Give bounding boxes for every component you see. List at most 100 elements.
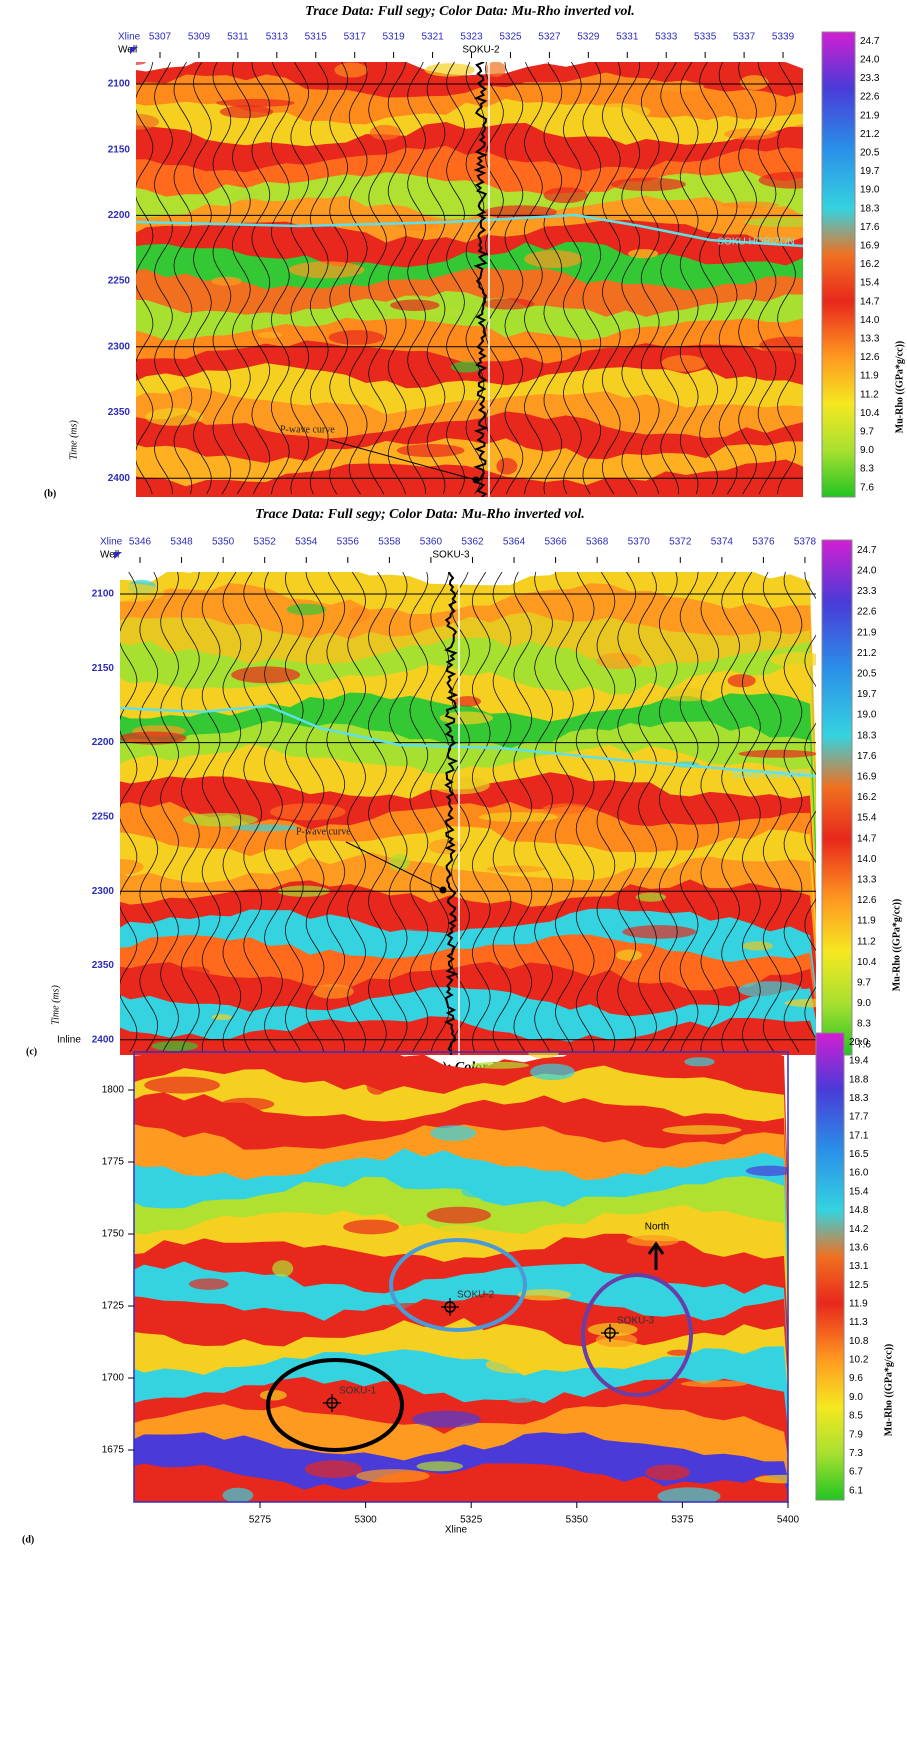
well-log <box>444 572 459 1055</box>
colorbar-tick-label: 17.7 <box>849 1112 869 1123</box>
colorbar-tick-label: 7.9 <box>849 1429 863 1440</box>
colorbar-tick-label: 16.2 <box>860 259 880 270</box>
well-name: SOKU-3 <box>432 550 470 561</box>
color-patch <box>645 1464 690 1481</box>
y-axis-title: Time (ms) <box>50 984 61 1024</box>
wiggle-trace <box>451 572 470 1053</box>
colorbar-tick-label: 14.8 <box>849 1205 869 1216</box>
color-patch <box>638 1411 673 1427</box>
wiggle-trace <box>721 572 741 1053</box>
wiggle-trace <box>660 62 680 495</box>
color-patch <box>759 336 803 355</box>
y-tick-label: 2200 <box>92 737 115 748</box>
wiggle-trace <box>504 62 524 495</box>
y-tick-label: 1675 <box>102 1445 125 1456</box>
color-patch <box>754 1474 788 1484</box>
color-patch <box>720 201 780 209</box>
colorbar-tick-label: 13.1 <box>849 1261 869 1272</box>
wiggle-trace <box>679 572 699 1053</box>
color-patch <box>390 299 440 311</box>
wiggle-trace <box>534 572 554 1053</box>
colorbar-tick-label: 14.0 <box>860 315 880 326</box>
color-patch <box>596 652 642 670</box>
colorbar-label: Mu-Rho ((GPa*g/cc)) <box>883 1344 894 1436</box>
color-patch <box>680 1380 747 1388</box>
wiggle-trace <box>523 62 543 495</box>
color-patch <box>770 652 816 667</box>
color-patch <box>626 1235 680 1247</box>
color-patch <box>396 443 465 458</box>
wiggle-trace <box>601 62 621 495</box>
x-tick-label: 5339 <box>772 32 795 43</box>
x-tick-label: 5370 <box>628 537 651 548</box>
colorbar-tick-label: 9.7 <box>860 427 874 438</box>
wiggle-trace <box>426 62 446 495</box>
y-tick-label: 2250 <box>108 276 131 287</box>
wiggle-trace <box>368 62 388 495</box>
colorbar-tick-label: 14.2 <box>849 1224 869 1235</box>
color-patch <box>304 1460 363 1478</box>
color-patch <box>215 98 295 107</box>
color-patch <box>312 984 354 999</box>
x-tick-label: 5275 <box>249 1515 272 1526</box>
colorbar-tick-label: 19.4 <box>849 1056 869 1067</box>
x-tick-label: 5374 <box>711 537 734 548</box>
x-tick-label: 5327 <box>538 32 561 43</box>
colorbar-tick-label: 21.2 <box>860 129 880 140</box>
color-patch <box>667 1349 692 1356</box>
colorbar-tick-label: 19.0 <box>857 710 877 721</box>
color-patch <box>616 949 642 961</box>
y-tick-label: 2150 <box>92 663 115 674</box>
colorbar-tick-label: 17.6 <box>857 751 877 762</box>
wiggle-trace <box>485 62 504 495</box>
colorbar-tick-label: 10.2 <box>849 1355 869 1366</box>
annotation: P-wave curve <box>296 826 351 837</box>
panel-title: Trace Data: Full segy; Color Data: Mu-Rh… <box>255 507 585 522</box>
x-tick-label: 5319 <box>383 32 406 43</box>
x-tick-label: 5311 <box>227 32 249 43</box>
color-patch <box>543 187 588 204</box>
color-patch <box>416 1461 464 1472</box>
x-tick-label: 5376 <box>752 537 775 548</box>
x-tick-label: 5335 <box>694 32 717 43</box>
y-axis-title: Inline <box>57 1035 81 1046</box>
colorbar-tick-label: 10.4 <box>860 408 880 419</box>
colorbar-tick-label: 21.9 <box>860 110 880 121</box>
colorbar-tick-label: 6.7 <box>849 1467 863 1478</box>
arrow-head <box>439 886 447 894</box>
x-tick-label: 5323 <box>460 32 483 43</box>
well-name: SOKU-3 <box>617 1316 655 1327</box>
colorbar-tick-label: 13.3 <box>860 334 880 345</box>
wiggle-trace <box>367 572 387 1053</box>
wiggle-trace <box>212 62 232 495</box>
colorbar-tick-label: 11.2 <box>857 936 876 947</box>
panel-label: (b) <box>44 488 56 499</box>
y-tick-label: 1800 <box>102 1085 125 1096</box>
wiggle-trace <box>222 572 242 1053</box>
wiggle-trace <box>284 572 304 1053</box>
x-tick-label: 5358 <box>378 537 401 548</box>
color-patch <box>145 408 203 426</box>
color-patch <box>334 62 368 78</box>
colorbar-tick-label: 23.3 <box>860 73 880 84</box>
color-patch <box>188 1278 229 1290</box>
color-patch <box>434 1224 485 1237</box>
color-patch <box>727 674 756 688</box>
color-patch <box>120 583 165 602</box>
colorbar-tick-label: 16.9 <box>860 241 880 252</box>
color-patch <box>369 124 401 140</box>
well-circle <box>581 1273 693 1397</box>
color-patch <box>231 666 301 684</box>
wiggle-trace <box>554 572 574 1053</box>
colorbar-tick-label: 8.5 <box>849 1411 863 1422</box>
color-patch <box>461 1184 490 1198</box>
x-tick-label: 5350 <box>212 537 235 548</box>
axis-marker <box>114 552 122 559</box>
colorbar-tick-label: 11.2 <box>860 389 879 400</box>
color-patch <box>231 824 298 832</box>
plot-frame <box>133 1051 789 1503</box>
colorbar-tick-label: 19.7 <box>860 166 880 177</box>
annotation-arrow <box>345 841 444 891</box>
color-patch <box>482 298 535 310</box>
